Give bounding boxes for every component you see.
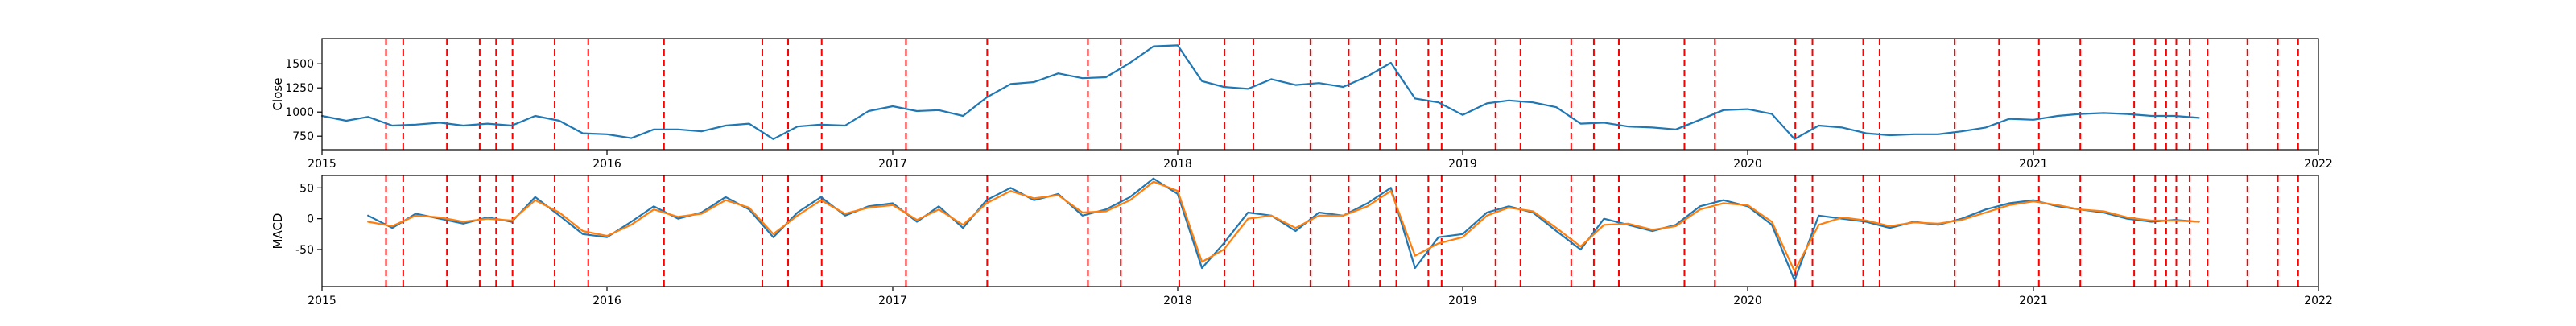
x-tick-label: 2016: [592, 295, 621, 307]
y-tick-label: 1000: [285, 106, 314, 119]
x-tick-label: 2015: [308, 295, 336, 307]
axes-frame: [321, 175, 2319, 287]
x-tick-label: 2019: [1448, 158, 1477, 171]
x-tick-label: 2020: [1733, 158, 1762, 171]
x-tick-label: 2018: [1163, 295, 1192, 307]
x-tick-label: 2020: [1733, 295, 1762, 307]
y-axis-label: MACD: [270, 213, 285, 250]
x-tick-label: 2019: [1448, 295, 1477, 307]
x-tick-label: 2021: [2019, 295, 2048, 307]
x-tick-label: 2017: [878, 158, 907, 171]
axes-frame: [321, 38, 2319, 151]
x-tick-label: 2015: [308, 158, 336, 171]
series-line-2: [367, 180, 2200, 272]
y-axis-label: Close: [270, 78, 285, 111]
series-line-1: [367, 177, 2200, 282]
y-tick-label: 750: [292, 130, 314, 143]
series-line-1: [320, 44, 2200, 140]
y-tick-label: -50: [295, 244, 314, 257]
x-tick-label: 2018: [1163, 158, 1192, 171]
y-tick-label: 1250: [285, 82, 314, 95]
y-tick-label: 1500: [285, 58, 314, 71]
x-tick-label: 2022: [2304, 158, 2333, 171]
panel-2: -50 0 50 2015 2016 2017 2018 2019 2020 2021 2022 MA…: [270, 175, 2333, 307]
x-tick-label: 2017: [878, 295, 907, 307]
panel-1: 750 1000 1250 1500 2015 2016 2017 2018 2019 2020 2…: [270, 38, 2333, 171]
x-tick-label: 2021: [2019, 158, 2048, 171]
y-tick-label: 0: [307, 213, 314, 226]
x-tick-label: 2022: [2304, 295, 2333, 307]
y-tick-label: 50: [299, 182, 314, 195]
x-tick-label: 2016: [592, 158, 621, 171]
